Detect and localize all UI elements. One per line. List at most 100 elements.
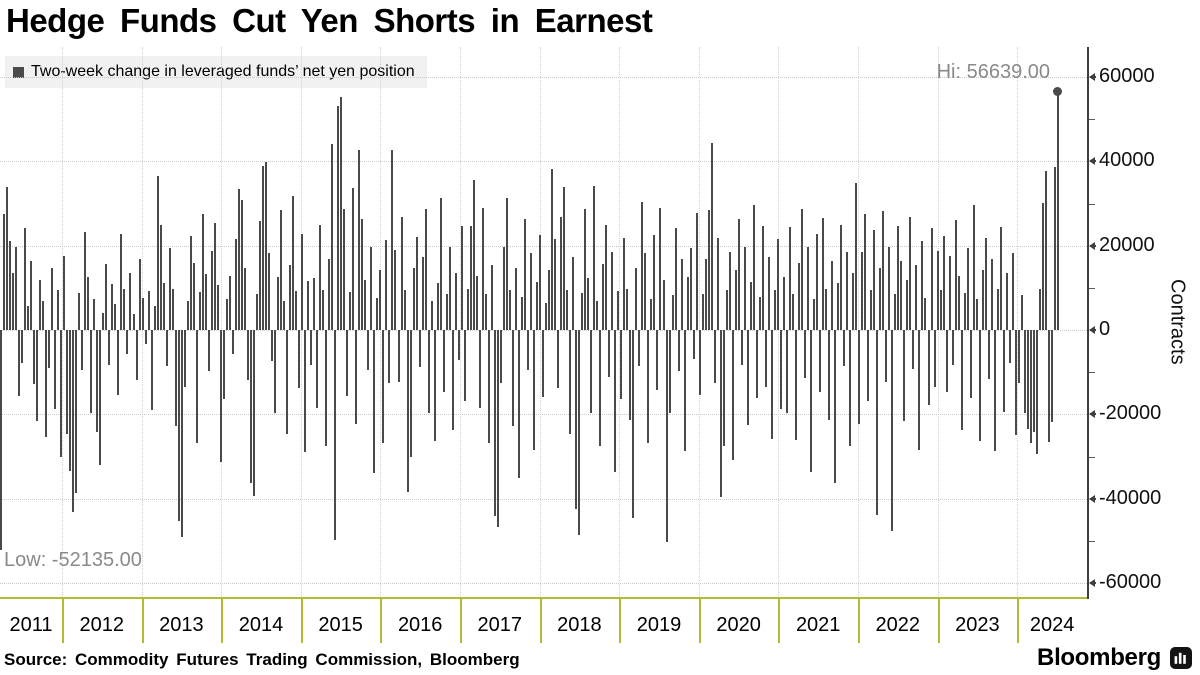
bar: [629, 330, 632, 421]
bar: [900, 260, 903, 330]
bar: [530, 253, 532, 330]
bar: [105, 264, 108, 330]
bar: [0, 330, 2, 550]
bar: [397, 330, 400, 383]
bar: [472, 179, 475, 330]
bar: [876, 330, 879, 515]
bar: [225, 298, 228, 330]
year-separator: [221, 599, 224, 643]
low-annotation: Low: -52135.00: [4, 549, 142, 571]
bar: [277, 276, 280, 330]
bar: [255, 293, 258, 330]
bar: [882, 211, 885, 330]
bar: [764, 330, 767, 387]
bar: [21, 330, 24, 363]
y-tick-label: -40000: [1099, 486, 1162, 509]
bar: [69, 330, 72, 471]
bar: [653, 234, 656, 330]
bar: [912, 330, 915, 369]
bar: [933, 330, 936, 388]
bar: [24, 227, 27, 330]
v-gridline: [619, 47, 621, 597]
bar: [719, 330, 722, 497]
bar: [984, 238, 987, 330]
bar: [1032, 330, 1035, 433]
bar: [773, 290, 776, 330]
high-annotation: Hi: 56639.00: [936, 61, 1050, 83]
bar: [454, 273, 457, 330]
bar: [975, 298, 978, 330]
bar: [286, 330, 289, 434]
y-tick-minor: [1089, 372, 1095, 374]
bar: [337, 105, 340, 330]
bar: [325, 330, 328, 446]
bar: [563, 187, 566, 330]
y-tick-minor: [1089, 540, 1095, 542]
bar: [352, 188, 355, 330]
bar: [246, 330, 249, 381]
bar: [412, 268, 415, 330]
bar: [921, 240, 924, 330]
bar: [713, 330, 716, 384]
bar: [478, 330, 481, 408]
bar: [340, 96, 343, 330]
bar: [162, 282, 165, 330]
bar: [132, 313, 135, 330]
bar: [945, 330, 948, 393]
bar: [505, 198, 508, 330]
v-gridline: [221, 47, 223, 597]
year-separator: [141, 599, 144, 643]
bar: [1044, 170, 1047, 330]
bar: [358, 149, 361, 330]
bar: [1023, 330, 1026, 414]
bar: [138, 259, 141, 330]
bar: [779, 330, 782, 410]
year-label: 2013: [159, 614, 204, 636]
bloomberg-wordmark: Bloomberg: [1037, 644, 1161, 671]
bar: [165, 330, 168, 367]
bar: [364, 280, 367, 330]
bar: [785, 330, 788, 414]
bar: [710, 143, 713, 330]
x-axis: 2011 2012 2013 2014 2015 2016 2017 2018 2019 2020…: [0, 597, 1087, 643]
bar: [484, 293, 487, 330]
bar: [584, 209, 587, 330]
bar: [686, 276, 689, 330]
bar: [343, 208, 346, 330]
v-gridline: [1017, 47, 1019, 597]
bar: [698, 330, 701, 395]
bar: [307, 281, 310, 330]
bar: [177, 330, 180, 521]
bar: [195, 330, 198, 443]
bar: [1002, 330, 1005, 412]
bar: [662, 280, 665, 330]
bar: [716, 238, 719, 330]
bar: [915, 265, 918, 330]
bar: [551, 168, 554, 330]
bar: [111, 284, 114, 330]
bar: [430, 301, 433, 330]
bar: [855, 183, 858, 330]
y-axis-title: Contracts: [1166, 279, 1189, 365]
year-label: 2014: [238, 614, 284, 636]
bar: [746, 330, 749, 426]
y-tick-major: [1090, 582, 1096, 584]
bar: [656, 330, 659, 390]
bar: [153, 305, 156, 330]
bar: [460, 226, 463, 330]
bar: [846, 252, 849, 330]
bar: [960, 330, 963, 430]
bar: [1050, 330, 1053, 422]
bar: [469, 226, 472, 330]
bar: [966, 248, 969, 330]
bar: [120, 234, 123, 330]
bar: [569, 330, 572, 434]
bar: [858, 330, 861, 425]
bar: [283, 301, 286, 330]
bar: [599, 330, 602, 446]
bar: [418, 330, 421, 368]
bar: [183, 330, 186, 388]
bar: [322, 289, 325, 330]
bar: [57, 289, 60, 330]
bar: [379, 270, 382, 330]
